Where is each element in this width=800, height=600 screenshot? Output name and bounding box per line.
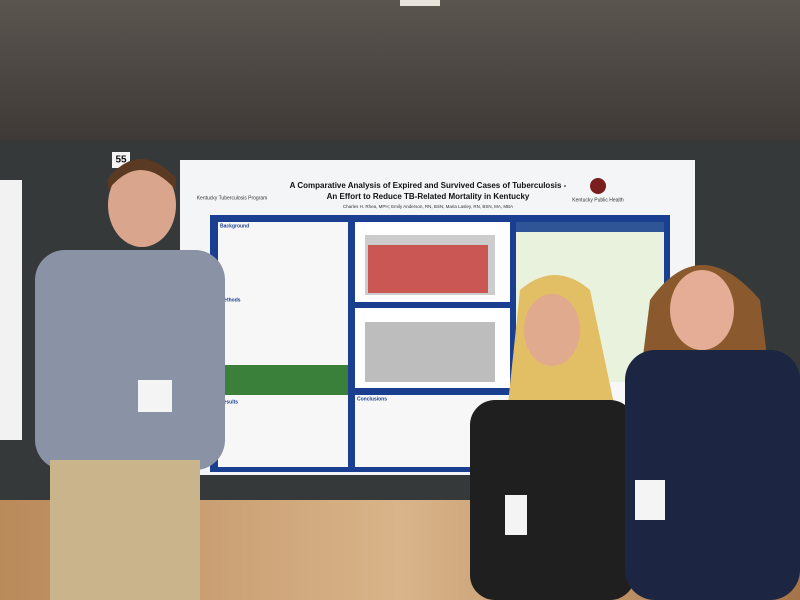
badge	[635, 480, 665, 520]
face	[108, 163, 176, 247]
pants	[50, 460, 200, 600]
section-heading: Conclusions	[357, 396, 387, 402]
right-logo: Kentucky Public Health	[572, 197, 624, 203]
left-logo: Kentucky Tuberculosis Program	[197, 195, 268, 201]
top	[625, 350, 800, 600]
face	[670, 270, 734, 350]
chart-2-plot	[365, 322, 495, 382]
face	[524, 294, 580, 366]
side-poster	[0, 180, 22, 440]
shirt	[35, 250, 225, 470]
table-header	[516, 222, 664, 232]
hair	[108, 159, 176, 190]
ceiling-light	[400, 0, 440, 6]
chart-1-bars	[368, 245, 488, 293]
section-headings: Background Methods Results Conclusions	[220, 223, 387, 405]
section-heading: Background	[220, 223, 249, 229]
person-middle	[470, 275, 635, 600]
poster-title: A Comparative Analysis of Expired and Su…	[290, 181, 567, 190]
text-column	[218, 222, 348, 467]
badge	[505, 495, 527, 535]
person-left	[35, 159, 225, 600]
jacket	[470, 400, 635, 600]
booth-number: 55	[115, 155, 127, 166]
badge	[138, 380, 172, 412]
poster-authors: Charles H. Rhea, MPH; Emily Anderson, RN…	[343, 204, 513, 209]
person-right	[625, 265, 800, 600]
highlight-box	[218, 365, 348, 395]
section-heading: Methods	[220, 297, 241, 303]
poster-title: An Effort to Reduce TB-Related Mortality…	[327, 192, 530, 201]
ceiling	[0, 0, 800, 160]
seal	[590, 178, 606, 194]
section-heading: Results	[220, 399, 238, 405]
